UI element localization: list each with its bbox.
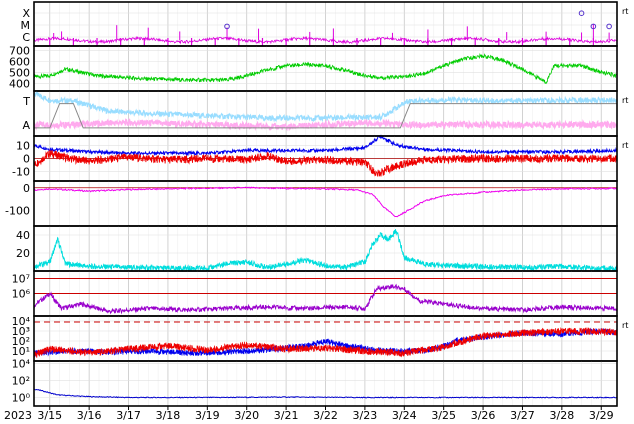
flare-marker	[224, 23, 230, 30]
right-mark: rt	[622, 96, 628, 105]
ytick-label: 600	[9, 55, 30, 68]
ytick-label: 10⁴	[12, 358, 31, 371]
ytick-label: 10	[16, 139, 30, 152]
ytick-label: 10⁰	[12, 392, 31, 405]
ytick-label: 10⁶	[12, 288, 31, 301]
ytick-label: 400	[9, 77, 30, 90]
panel-imf: 100-10 rt	[12, 134, 628, 182]
ytick-label: 40	[16, 229, 30, 242]
x-tick-label: 3/20	[234, 409, 259, 422]
ytick-label: A	[22, 119, 30, 132]
right-mark: rt	[622, 141, 628, 150]
ytick-label: 10³	[12, 325, 30, 338]
chart-panels: XMCrt400500600700TArt100-10rt0-100402010…	[5, 1, 628, 407]
ytick-label: 0	[23, 182, 30, 195]
ytick-label: 10¹	[12, 345, 30, 358]
x-tick-label: 3/27	[510, 409, 535, 422]
proton-flux-line	[33, 283, 618, 315]
year-label: 2023	[4, 409, 32, 422]
ytick-label: T	[22, 95, 30, 108]
x-tick-label: 3/24	[392, 409, 417, 422]
ytick-label: 10⁷	[12, 273, 30, 286]
ae-line	[33, 229, 618, 273]
x-tick-label: 3/22	[313, 409, 338, 422]
x-tick-label: 3/16	[77, 409, 102, 422]
bz-line	[33, 149, 618, 177]
ytick-label: 10²	[12, 335, 30, 348]
electron-level-step	[34, 103, 617, 129]
x-tick-label: 3/17	[116, 409, 141, 422]
xray-flux-line	[33, 35, 617, 45]
panel-dst: 0 -100	[5, 180, 618, 227]
x-tick-label: 3/23	[353, 409, 378, 422]
x-tick-label: 3/26	[471, 409, 496, 422]
x-tick-label: 3/18	[156, 409, 181, 422]
dst-line	[33, 186, 618, 218]
ytick-label: 10²	[12, 375, 30, 388]
right-mark: rt	[622, 321, 628, 330]
flare-marker	[590, 23, 597, 30]
ytick-label: M	[21, 19, 31, 32]
x-tick-label: 3/19	[195, 409, 220, 422]
x-tick-label: 3/29	[589, 409, 614, 422]
ytick-label: C	[22, 31, 30, 44]
flare-marker	[578, 10, 585, 16]
ytick-label: 10⁴	[12, 315, 31, 328]
electron-low-line	[33, 118, 618, 132]
x-tick-label: 3/15	[37, 409, 62, 422]
wind-speed-line	[33, 53, 618, 85]
ytick-label: -100	[5, 204, 30, 217]
panel-bottom-flux: 10⁴ 10² 10⁰	[12, 358, 618, 407]
x-tick-label: 3/25	[431, 409, 456, 422]
electron-high-line	[33, 90, 618, 123]
ytick-label: X	[22, 7, 30, 20]
x-tick-label: 3/28	[549, 409, 574, 422]
right-mark: rt	[622, 7, 628, 16]
ytick-label: 700	[9, 44, 30, 57]
ytick-label: 500	[9, 66, 30, 79]
particle-series-b	[33, 327, 618, 359]
x-axis: 2023 3/15 3/16 3/17 3/18 3/19 3/20 3/21 3/22 3/2…	[4, 406, 614, 422]
bt-line	[33, 134, 618, 157]
ytick-label: 20	[16, 247, 30, 260]
x-tick-label: 3/21	[274, 409, 299, 422]
ytick-label: 0	[23, 153, 30, 166]
flare-marker	[606, 23, 612, 30]
ytick-label: -10	[12, 166, 30, 179]
bottom-flux-line	[33, 388, 618, 399]
